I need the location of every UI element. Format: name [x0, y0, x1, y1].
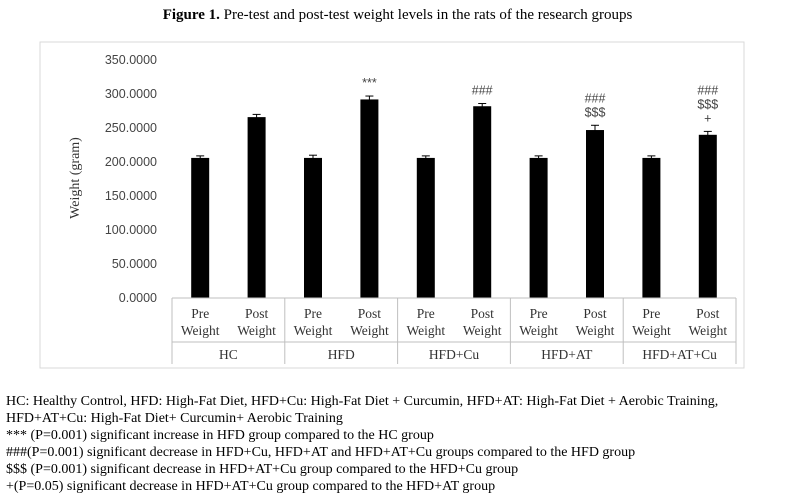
bar — [698, 134, 717, 298]
x-tick-label-line1: Pre — [642, 306, 660, 321]
x-tick-label-line1: Post — [696, 306, 720, 321]
y-tick-label: 300.0000 — [105, 87, 157, 101]
y-tick-label: 350.0000 — [105, 53, 157, 67]
significance-marker: ### — [697, 83, 718, 97]
significance-marker: ### — [585, 91, 606, 105]
significance-marker: $$$ — [585, 105, 606, 119]
y-tick-label: 100.0000 — [105, 223, 157, 237]
x-tick-label-line1: Post — [245, 306, 269, 321]
x-tick-label-line2: Weight — [181, 323, 220, 338]
bar — [304, 157, 322, 298]
x-tick-label-line1: Pre — [191, 306, 209, 321]
y-tick-label: 200.0000 — [105, 155, 157, 169]
x-tick-label-line1: Pre — [304, 306, 322, 321]
footnote-line: HFD+AT+Cu: High-Fat Diet+ Curcumin+ Aero… — [6, 411, 343, 426]
y-axis-label: Weight (gram) — [68, 137, 83, 219]
x-tick-label-line1: Post — [583, 306, 607, 321]
x-tick-label-line2: Weight — [519, 323, 558, 338]
significance-marker: $$$ — [697, 97, 718, 111]
significance-marker: *** — [362, 76, 377, 90]
x-tick-label-line1: Pre — [417, 306, 435, 321]
bar — [586, 130, 604, 298]
bars: ***######$$$###$$$+ — [191, 76, 718, 299]
footnotes: HC: Healthy Control, HFD: High-Fat Diet,… — [6, 393, 791, 495]
figure-title: Figure 1. Pre-test and post-test weight … — [0, 7, 795, 24]
x-tick-label-line2: Weight — [237, 323, 276, 338]
bar — [247, 117, 266, 299]
bar — [473, 106, 492, 299]
y-tick-label: 0.0000 — [119, 291, 157, 305]
bar — [191, 157, 210, 298]
bar — [642, 157, 661, 298]
bar — [529, 157, 548, 298]
group-label: HFD+Cu — [429, 347, 480, 362]
footnote-line: ###(P=0.001) significant decrease in HFD… — [6, 445, 636, 460]
figure-number: Figure 1. — [162, 7, 220, 23]
x-tick-label-line2: Weight — [688, 323, 727, 338]
x-tick-label-line1: Post — [471, 306, 495, 321]
y-tick-label: 150.0000 — [105, 189, 157, 203]
significance-marker: ### — [472, 84, 493, 98]
x-tick-label-line2: Weight — [632, 323, 671, 338]
x-tick-label-line2: Weight — [576, 323, 615, 338]
x-tick-label-line2: Weight — [350, 323, 389, 338]
figure-caption: Pre-test and post-test weight levels in … — [219, 7, 633, 23]
y-tick-labels: 0.0000 50.0000 100.0000 150.0000 200.0000 250… — [105, 53, 157, 305]
y-tick-label: 50.0000 — [112, 257, 157, 271]
x-tick-label-line1: Post — [358, 306, 382, 321]
group-label: HFD — [328, 347, 355, 362]
footnote-line: $$$ (P=0.001) significant decrease in HF… — [6, 462, 519, 477]
bar — [360, 99, 379, 298]
y-tick-label: 250.0000 — [105, 121, 157, 135]
x-tick-label-line2: Weight — [406, 323, 445, 338]
footnote-line: *** (P=0.001) significant increase in HF… — [6, 428, 434, 443]
group-label: HFD+AT+Cu — [642, 347, 717, 362]
footnote-line: +(P=0.05) significant decrease in HFD+AT… — [6, 479, 496, 494]
bar-chart: Weight (gram) 0.0000 50.0000 100.0000 150.0… — [39, 41, 745, 369]
x-axis: Pre Weight Post Weight HC Pre Weight Post Weight… — [171, 297, 737, 364]
group-label: HFD+AT — [541, 347, 593, 362]
x-tick-label-line1: Pre — [530, 306, 548, 321]
x-tick-label-line2: Weight — [463, 323, 502, 338]
group-label: HC — [219, 347, 238, 362]
significance-marker: + — [704, 111, 711, 125]
footnote-line: HC: Healthy Control, HFD: High-Fat Diet,… — [6, 394, 719, 409]
x-tick-label-line2: Weight — [294, 323, 333, 338]
bar — [416, 157, 435, 298]
chart-frame — [39, 41, 745, 369]
